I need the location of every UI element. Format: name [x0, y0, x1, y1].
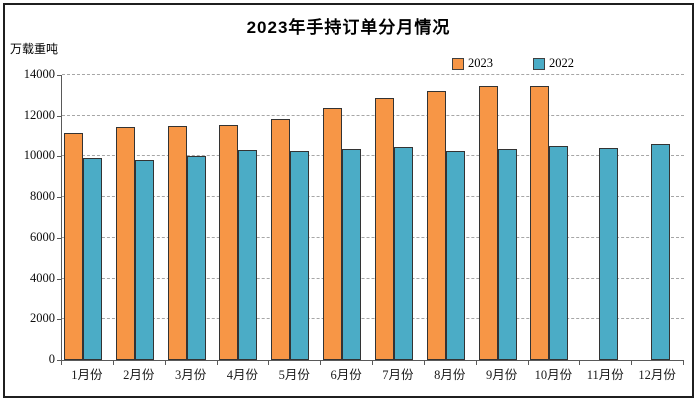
y-tick-label: 8000 — [30, 189, 55, 204]
bar-2022-4月份 — [238, 150, 258, 360]
x-tick-mark — [320, 361, 322, 365]
y-tick-mark — [57, 360, 61, 361]
bar-2022-1月份 — [83, 158, 102, 360]
x-tick-label: 12月份 — [638, 368, 676, 382]
gridline-10000 — [62, 155, 684, 157]
x-tick-mark — [216, 361, 218, 365]
x-tick-label: 1月份 — [71, 368, 103, 382]
legend-label-2022: 2022 — [549, 56, 574, 70]
y-tick-label: 4000 — [30, 270, 55, 285]
bar-group-12月份 — [632, 75, 684, 360]
bar-2023-8月份 — [426, 91, 446, 360]
bar-group-9月份 — [477, 75, 529, 360]
gridline-2000 — [62, 318, 684, 320]
x-tick-label: 11月份 — [586, 368, 624, 382]
bar-2022-11月份 — [599, 148, 619, 360]
bar-2023-6月份 — [323, 107, 343, 360]
gridline-4000 — [62, 277, 684, 279]
legend-label-2023: 2023 — [468, 56, 493, 70]
bar-2022-10月份 — [549, 146, 569, 360]
bar-2023-2月份 — [115, 126, 135, 360]
y-axis-unit-label: 万载重吨 — [10, 42, 59, 56]
x-tick-mark — [579, 361, 581, 365]
x-tick-mark — [164, 361, 166, 365]
y-tick-mark — [57, 197, 61, 199]
legend: 2023 2022 — [452, 56, 574, 71]
bar-2022-3月份 — [186, 156, 206, 360]
x-tick-label: 5月份 — [278, 368, 310, 382]
gridline-14000 — [62, 74, 684, 75]
bar-2022-6月份 — [342, 149, 362, 360]
y-tick-mark — [57, 319, 61, 321]
bar-group-11月份 — [580, 75, 632, 360]
legend-item-2022: 2022 — [533, 56, 574, 71]
y-tick-mark — [57, 237, 61, 239]
gridline-12000 — [62, 114, 684, 116]
plot-area — [61, 74, 684, 361]
bar-group-5月份 — [269, 75, 321, 360]
x-tick-mark — [112, 361, 114, 365]
bar-2022-5月份 — [290, 151, 310, 360]
x-tick-mark — [631, 361, 633, 365]
x-tick-mark — [683, 361, 684, 365]
bar-2023-7月份 — [374, 98, 394, 360]
gridline-8000 — [62, 196, 684, 198]
bar-groups-layer — [62, 75, 684, 360]
legend-item-2023: 2023 — [452, 56, 493, 71]
bar-group-2月份 — [114, 75, 166, 360]
bar-group-7月份 — [373, 75, 425, 360]
x-tick-mark — [61, 361, 62, 365]
x-tick-mark — [475, 361, 477, 365]
y-tick-label: 0 — [48, 352, 55, 366]
legend-swatch-2022 — [533, 57, 545, 70]
bar-2023-9月份 — [478, 86, 498, 360]
x-tick-label: 3月份 — [174, 368, 207, 382]
y-tick-label: 14000 — [23, 67, 55, 81]
y-tick-label: 6000 — [30, 229, 55, 244]
y-tick-mark — [57, 278, 61, 280]
gridline-6000 — [62, 236, 684, 238]
bar-group-6月份 — [321, 75, 373, 360]
x-tick-label: 6月份 — [330, 368, 362, 382]
x-tick-mark — [527, 361, 529, 365]
y-tick-label: 10000 — [23, 148, 55, 163]
bar-group-4月份 — [217, 75, 269, 360]
bar-group-8月份 — [425, 75, 477, 360]
bar-group-3月份 — [166, 75, 218, 360]
x-tick-mark — [372, 361, 373, 365]
x-tick-label: 7月份 — [382, 368, 414, 382]
y-tick-mark — [57, 75, 61, 76]
bar-2023-10月份 — [530, 86, 550, 360]
bar-group-1月份 — [62, 75, 114, 360]
bar-2022-7月份 — [393, 147, 413, 360]
y-tick-label: 12000 — [23, 107, 55, 122]
y-tick-label: 2000 — [30, 311, 55, 326]
x-tick-label: 8月份 — [434, 368, 466, 382]
bar-2022-8月份 — [445, 151, 465, 360]
x-tick-mark — [423, 361, 425, 365]
x-tick-label: 9月份 — [485, 368, 518, 382]
x-tick-mark — [268, 361, 270, 365]
y-tick-mark — [57, 156, 61, 158]
bar-2023-3月份 — [167, 125, 187, 360]
bar-2023-1月份 — [64, 133, 83, 360]
legend-swatch-2023 — [452, 57, 464, 70]
bar-2023-4月份 — [219, 124, 239, 360]
chart-title: 2023年手持订单分月情况 — [246, 18, 451, 37]
x-tick-label: 2月份 — [123, 368, 155, 382]
bar-2022-12月份 — [651, 144, 671, 360]
bar-2022-2月份 — [134, 159, 154, 360]
x-tick-label: 4月份 — [226, 368, 259, 382]
y-tick-mark — [57, 115, 61, 117]
bar-2023-5月份 — [271, 118, 291, 360]
x-tick-label: 10月份 — [534, 368, 573, 382]
bar-2022-9月份 — [497, 149, 517, 360]
bar-group-10月份 — [528, 75, 580, 360]
